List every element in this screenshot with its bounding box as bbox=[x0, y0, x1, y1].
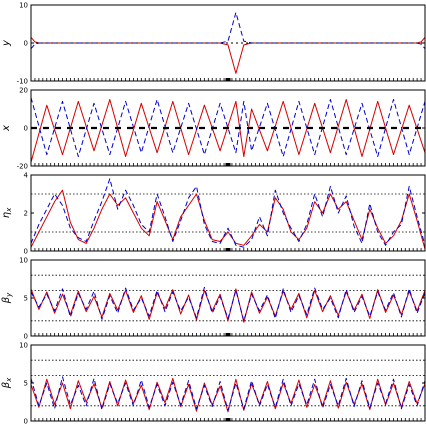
y-tick-label: 4 bbox=[24, 172, 29, 180]
panel-4: 0 5 10 βy bbox=[1, 257, 426, 341]
center-marker bbox=[225, 78, 231, 81]
plot-frame bbox=[30, 259, 426, 337]
panel-5: 0 5 10 βx bbox=[1, 342, 426, 426]
y-tick-label: 2 bbox=[24, 210, 28, 218]
y-tick-label: 10 bbox=[19, 257, 28, 265]
y-tick-label: 0 bbox=[24, 40, 28, 48]
y-tick-label: -10 bbox=[17, 78, 28, 86]
y-tick-label: 5 bbox=[24, 380, 28, 388]
series-line-2 bbox=[30, 376, 426, 411]
panel-2: -20 0 20 x bbox=[1, 87, 426, 171]
series-line-1 bbox=[30, 189, 426, 250]
series-line-2 bbox=[30, 286, 426, 322]
center-marker bbox=[225, 248, 231, 251]
y-axis-label: ηx bbox=[1, 207, 13, 218]
y-tick-label: 5 bbox=[24, 295, 28, 303]
y-tick-label: 10 bbox=[19, 342, 28, 350]
series-line-2 bbox=[30, 178, 426, 248]
series-line-1 bbox=[30, 99, 426, 163]
center-marker bbox=[225, 333, 231, 336]
panel-3: 0 2 4 ηx bbox=[1, 172, 426, 256]
y-tick-label: 20 bbox=[19, 87, 28, 95]
y-tick-label: 0 bbox=[24, 418, 28, 426]
series-line-2 bbox=[30, 12, 426, 50]
y-tick-label: 0 bbox=[24, 125, 28, 133]
series-line-2 bbox=[30, 97, 426, 157]
y-tick-label: 10 bbox=[19, 2, 28, 10]
y-tick-label: -20 bbox=[17, 163, 28, 171]
y-axis-label: βx bbox=[1, 377, 13, 389]
y-tick-label: 0 bbox=[24, 333, 28, 341]
y-axis-label: y bbox=[1, 39, 12, 47]
y-axis-label: x bbox=[1, 125, 12, 132]
y-tick-label: 0 bbox=[24, 248, 28, 256]
series-line-1 bbox=[30, 288, 426, 323]
y-axis-label: βy bbox=[1, 292, 13, 304]
plot-frame bbox=[30, 174, 426, 252]
center-marker bbox=[225, 418, 231, 421]
center-marker bbox=[225, 163, 231, 166]
panel-1: -10 0 10 y bbox=[1, 2, 426, 86]
